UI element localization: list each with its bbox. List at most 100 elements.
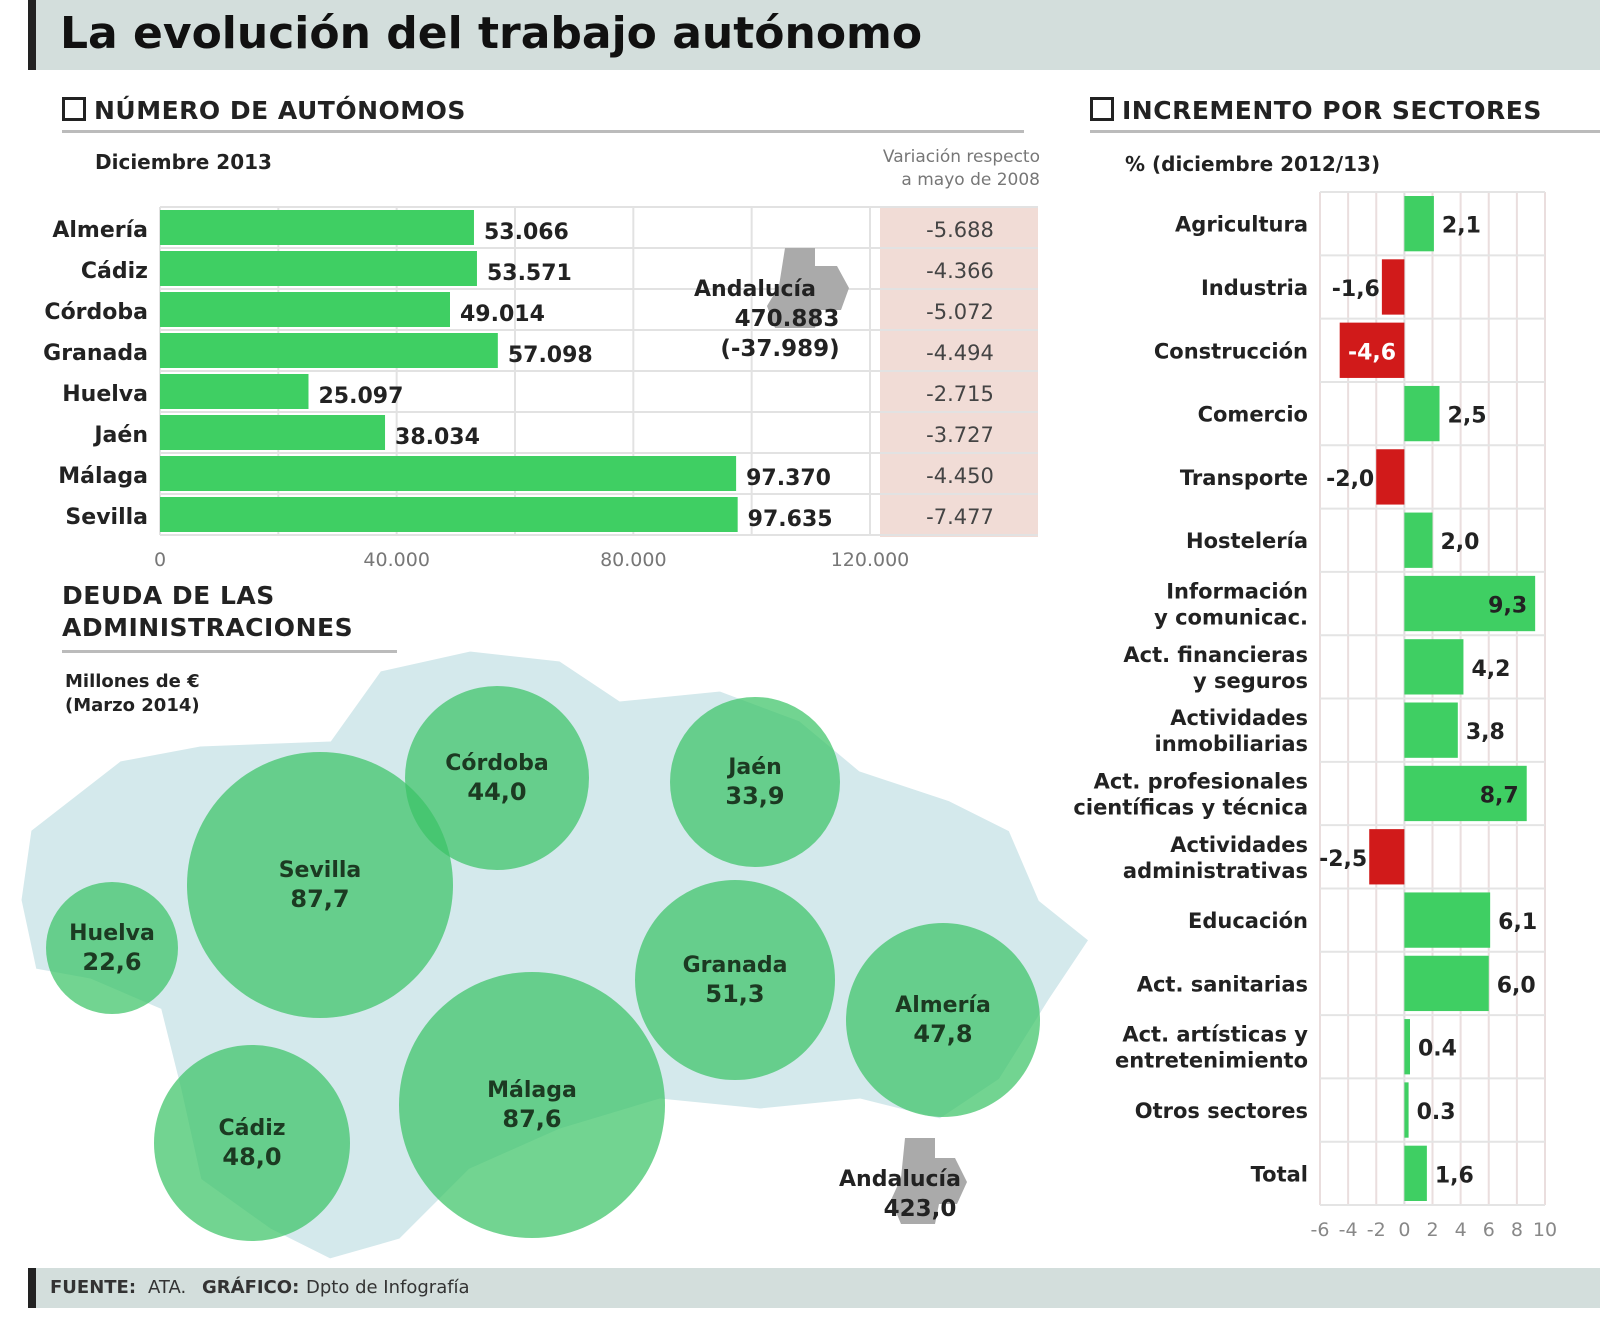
variation-label: -2.715	[926, 382, 994, 406]
variation-label: -5.688	[926, 218, 994, 242]
value-label: -1,6	[1332, 277, 1380, 302]
category-label: Málaga	[58, 464, 148, 489]
bar	[160, 292, 450, 327]
bar	[1369, 829, 1405, 885]
category-label: Córdoba	[44, 300, 148, 325]
map-subtitle: Millones de € (Marzo 2014)	[65, 670, 200, 718]
category-label: Act. profesionales	[1094, 769, 1308, 793]
annotation-change: (-37.989)	[720, 336, 839, 362]
variation-label: -7.477	[926, 505, 994, 529]
bar	[160, 210, 474, 245]
value-label: 0.4	[1418, 1037, 1457, 1062]
section-title-deuda: DEUDA DE LAS ADMINISTRACIONES	[62, 580, 353, 644]
category-label: y seguros	[1193, 669, 1308, 693]
category-label: Comercio	[1198, 403, 1308, 427]
value-label: 0.3	[1417, 1100, 1456, 1125]
debt-bubble	[635, 880, 835, 1080]
value-label: -2,0	[1326, 467, 1374, 492]
bar	[1404, 1082, 1409, 1138]
value-label: 49.014	[460, 302, 545, 327]
bar	[160, 374, 309, 409]
debt-bubble	[187, 752, 453, 1018]
value-label: 53.066	[484, 220, 569, 245]
section-title-text: NÚMERO DE AUTÓNOMOS	[94, 96, 466, 125]
value-label: 53.571	[487, 261, 572, 286]
total-name: Andalucía	[839, 1167, 961, 1192]
x-tick-label: 120.000	[831, 549, 910, 571]
x-tick-label: 80.000	[600, 549, 666, 571]
category-label: administrativas	[1123, 859, 1308, 883]
category-label: Hostelería	[1186, 529, 1308, 553]
andalucia-map-icon	[891, 1138, 967, 1224]
value-label: 9,3	[1488, 594, 1527, 619]
bar	[1404, 702, 1458, 758]
bar	[1404, 1019, 1410, 1075]
bar	[1404, 892, 1491, 948]
category-label: Educación	[1188, 909, 1308, 933]
category-label: Información	[1166, 580, 1308, 604]
variation-header-line: a mayo de 2008	[901, 170, 1040, 190]
andalucia-map-icon	[767, 248, 849, 328]
category-label: Construcción	[1154, 339, 1308, 363]
bar	[1404, 512, 1433, 568]
section-title-autonomos: NÚMERO DE AUTÓNOMOS	[62, 96, 466, 125]
x-tick-label: 2	[1426, 1219, 1438, 1241]
category-label: Transporte	[1180, 466, 1308, 490]
map-subtitle-line: (Marzo 2014)	[65, 695, 200, 716]
bar	[1404, 955, 1489, 1012]
map-subtitle-line: Millones de €	[65, 671, 200, 692]
bar	[160, 497, 738, 532]
debt-value-label: 48,0	[222, 1143, 281, 1171]
x-tick-label: 0	[154, 549, 166, 571]
debt-bubble	[670, 697, 840, 867]
category-label: Act. sanitarias	[1137, 972, 1308, 996]
x-tick-label: 8	[1511, 1219, 1523, 1241]
variation-header-line: Variación respecto	[882, 147, 1040, 167]
bar	[1404, 765, 1527, 822]
bar	[160, 415, 386, 450]
category-label: Act. artísticas y	[1122, 1023, 1308, 1047]
variation-label: -3.727	[926, 423, 994, 447]
section-title-text: ADMINISTRACIONES	[62, 613, 354, 642]
category-label: científicas y técnica	[1073, 795, 1308, 819]
bar	[1404, 1145, 1427, 1201]
category-label: Act. financieras	[1123, 643, 1308, 667]
category-label: inmobiliarias	[1155, 732, 1308, 756]
debt-bubble	[399, 972, 665, 1238]
category-label: Huelva	[62, 382, 148, 407]
value-label: 8,7	[1480, 783, 1519, 808]
province-label: Córdoba	[445, 751, 549, 776]
category-label: Actividades	[1170, 706, 1308, 730]
value-label: 25.097	[318, 384, 403, 409]
debt-value-label: 22,6	[82, 948, 141, 976]
footer: FUENTE: ATA. GRÁFICO: Dpto de Infografía	[28, 1268, 1600, 1308]
category-label: Otros sectores	[1135, 1099, 1308, 1123]
category-label: Actividades	[1170, 833, 1308, 857]
province-label: Sevilla	[279, 858, 362, 883]
bar	[1376, 449, 1405, 505]
source-label: FUENTE:	[50, 1277, 137, 1298]
bar	[1381, 259, 1405, 315]
category-label: Agricultura	[1175, 213, 1308, 237]
value-label: -2,5	[1319, 847, 1367, 872]
variation-label: -5.072	[926, 300, 994, 324]
debt-bubble	[846, 923, 1040, 1117]
category-label: Sevilla	[65, 505, 148, 530]
debt-value-label: 51,3	[705, 980, 764, 1008]
province-label: Málaga	[487, 1078, 577, 1103]
x-tick-label: -4	[1339, 1219, 1358, 1241]
variation-label: -4.366	[926, 259, 994, 283]
debt-value-label: 33,9	[725, 782, 784, 810]
annotation-name: Andalucía	[694, 277, 816, 302]
value-label: 97.635	[748, 507, 833, 532]
x-tick-label: -6	[1311, 1219, 1330, 1241]
category-label: y comunicac.	[1154, 606, 1308, 630]
value-label: 3,8	[1466, 720, 1505, 745]
debt-value-label: 87,6	[502, 1105, 561, 1133]
section-title-sectores: INCREMENTO POR SECTORES	[1090, 96, 1542, 125]
x-tick-label: -2	[1367, 1219, 1386, 1241]
divider	[1090, 130, 1600, 133]
bar	[1404, 575, 1536, 632]
x-tick-label: 10	[1533, 1219, 1557, 1241]
